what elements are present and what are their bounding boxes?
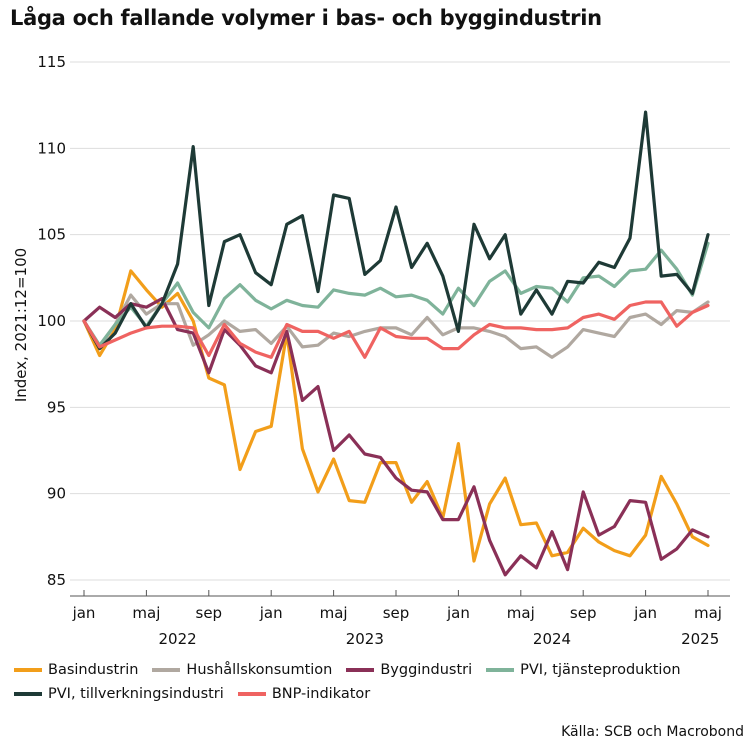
legend-swatch — [14, 692, 42, 696]
legend-item: PVI, tjänsteproduktion — [486, 662, 681, 678]
y-tick-label: 115 — [37, 53, 66, 71]
legend-swatch — [237, 692, 266, 696]
x-axis: jan maj sep jan maj sep jan maj sep jan maj 2022 202… — [70, 590, 730, 648]
legend: Basindustrin Hushållskonsumtion Byggindust… — [14, 662, 744, 710]
x-tick-label: sep — [383, 604, 410, 622]
legend-swatch — [14, 668, 42, 672]
x-tick-label: maj — [132, 604, 160, 622]
year-label: 2023 — [346, 630, 384, 648]
legend-swatch — [152, 668, 181, 672]
legend-item: Basindustrin — [14, 662, 138, 678]
legend-label: Byggindustri — [380, 662, 473, 678]
gridlines — [70, 61, 730, 581]
legend-label: Basindustrin — [48, 662, 139, 678]
series-line-bnp-indikator — [82, 300, 710, 359]
legend-row: PVI, tillverkningsindustri BNP-indikator — [14, 686, 744, 702]
y-tick-label: 85 — [47, 571, 66, 589]
y-tick-label: 110 — [37, 139, 66, 157]
legend-swatch — [486, 668, 515, 672]
x-tick-label: jan — [72, 604, 96, 622]
series-line-pvi-tillverkningsindustri — [82, 110, 710, 351]
legend-label: Hushållskonsumtion — [186, 662, 333, 678]
series-line-byggindustri — [82, 297, 710, 577]
y-axis-label: Index, 2021:12=100 — [12, 248, 30, 402]
year-label: 2025 — [681, 630, 719, 648]
y-tick-label: 105 — [37, 226, 66, 244]
x-tick-label: sep — [196, 604, 223, 622]
x-tick-label: maj — [694, 604, 722, 622]
y-tick-label: 95 — [47, 398, 66, 416]
series-line-basindustrin — [82, 269, 710, 563]
x-tick-label: sep — [570, 604, 597, 622]
legend-item: BNP-indikator — [237, 686, 371, 702]
y-axis: 85 90 95 100 105 110 115 — [37, 53, 66, 589]
x-tick-label: jan — [633, 604, 657, 622]
legend-item: PVI, tillverkningsindustri — [14, 686, 224, 702]
chart-title: Låga och fallande volymer i bas- och byg… — [10, 6, 602, 30]
source-note: Källa: SCB och Macrobond — [561, 724, 744, 740]
legend-item: Byggindustri — [346, 662, 472, 678]
legend-label: PVI, tjänsteproduktion — [520, 662, 681, 678]
series-lines — [82, 110, 710, 577]
legend-label: BNP-indikator — [271, 686, 371, 702]
x-tick-label: maj — [507, 604, 535, 622]
x-tick-label: maj — [320, 604, 348, 622]
y-tick-label: 90 — [47, 485, 66, 503]
legend-item: Hushållskonsumtion — [152, 662, 332, 678]
legend-label: PVI, tillverkningsindustri — [48, 686, 224, 702]
legend-swatch — [346, 668, 375, 672]
series-line-pvi-tjänsteproduktion — [82, 241, 710, 347]
x-tick-label: jan — [259, 604, 283, 622]
year-label: 2024 — [533, 630, 571, 648]
x-tick-label: jan — [446, 604, 470, 622]
year-label: 2022 — [159, 630, 197, 648]
legend-row: Basindustrin Hushållskonsumtion Byggindust… — [14, 662, 744, 678]
y-tick-label: 100 — [37, 312, 66, 330]
